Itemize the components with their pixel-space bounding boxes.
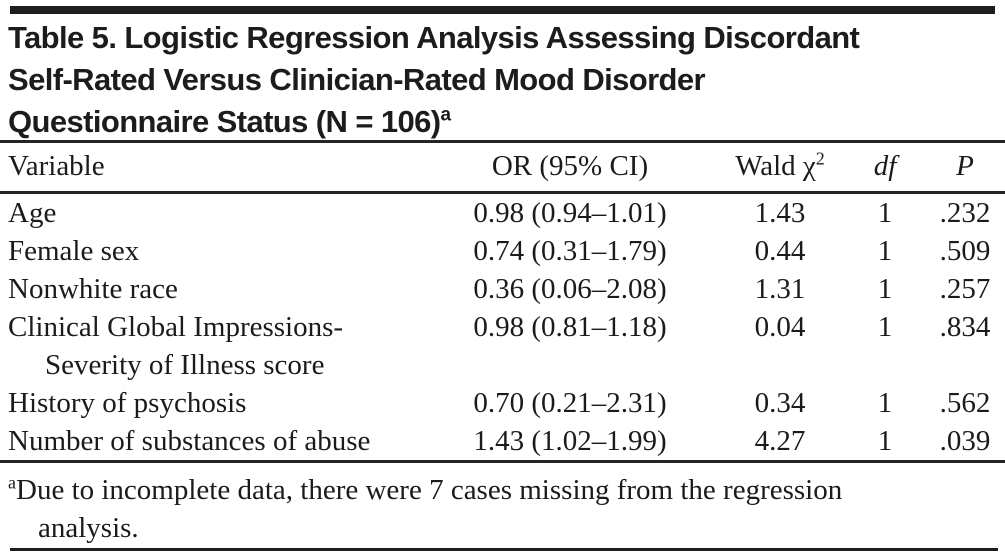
table-row-history-psychosis: History of psychosis 0.70 (0.21–2.31) 0.… bbox=[0, 384, 1005, 422]
cell-p: .039 bbox=[939, 425, 991, 457]
footnote-text-line1: Due to incomplete data, there were 7 cas… bbox=[16, 474, 843, 506]
cell-wald: 0.34 bbox=[754, 387, 806, 419]
variable-line2: Severity of Illness score bbox=[45, 349, 325, 381]
cell-df: 1 bbox=[877, 311, 893, 343]
cell-variable: Nonwhite race bbox=[8, 273, 178, 305]
variable-line1: Clinical Global Impressions- bbox=[8, 311, 344, 343]
footnote-line2: analysis. bbox=[38, 512, 139, 544]
table-row-nonwhite-race: Nonwhite race 0.36 (0.06–2.08) 1.31 1 .2… bbox=[0, 270, 1005, 308]
cell-or-ci: 1.43 (1.02–1.99) bbox=[473, 425, 667, 457]
cell-wald: 1.31 bbox=[754, 273, 806, 305]
footnote-line1: aDue to incomplete data, there were 7 ca… bbox=[8, 471, 842, 509]
cell-wald: 0.04 bbox=[754, 311, 806, 343]
col-header-wald-chi2: Wald χ2 bbox=[715, 142, 845, 193]
col-header-variable: Variable bbox=[8, 150, 105, 182]
cell-variable: Number of substances of abuse bbox=[8, 425, 371, 457]
bottom-rule bbox=[10, 548, 998, 551]
cell-variable: History of psychosis bbox=[8, 387, 247, 419]
wald-chi-exponent: 2 bbox=[815, 148, 825, 169]
cell-df: 1 bbox=[877, 197, 893, 229]
cell-wald: 0.44 bbox=[754, 235, 806, 267]
table-row-female-sex: Female sex 0.74 (0.31–1.79) 0.44 1 .509 bbox=[0, 232, 1005, 270]
col-header-or-ci: OR (95% CI) bbox=[491, 150, 649, 182]
header-row: Variable OR (95% CI) Wald χ2 df P bbox=[0, 142, 1005, 193]
cell-df: 1 bbox=[877, 235, 893, 267]
col-header-df: df bbox=[873, 150, 897, 182]
cell-p: .509 bbox=[939, 235, 991, 267]
footnote-marker: a bbox=[8, 472, 16, 493]
cell-df: 1 bbox=[877, 387, 893, 419]
cell-variable: Age bbox=[8, 197, 57, 229]
wald-chi-label: Wald χ bbox=[735, 150, 816, 182]
cell-variable: Clinical Global Impressions- Severity of… bbox=[0, 308, 425, 384]
table-row-age: Age 0.98 (0.94–1.01) 1.43 1 .232 bbox=[0, 193, 1005, 233]
table-title-line2: Self-Rated Versus Clinician-Rated Mood D… bbox=[8, 62, 706, 97]
cell-or-ci: 0.36 (0.06–2.08) bbox=[473, 273, 667, 305]
cell-wald: 1.43 bbox=[754, 197, 806, 229]
cell-p: .562 bbox=[939, 387, 991, 419]
table-row-substances-abuse: Number of substances of abuse 1.43 (1.02… bbox=[0, 422, 1005, 462]
cell-or-ci: 0.98 (0.81–1.18) bbox=[473, 311, 667, 343]
table-footnote: aDue to incomplete data, there were 7 ca… bbox=[8, 471, 842, 547]
table-row-cgi-severity: Clinical Global Impressions- Severity of… bbox=[0, 308, 1005, 384]
cell-df: 1 bbox=[877, 425, 893, 457]
cell-or-ci: 0.74 (0.31–1.79) bbox=[473, 235, 667, 267]
cell-p: .257 bbox=[939, 273, 991, 305]
cell-p: .834 bbox=[939, 311, 991, 343]
table-title: Table 5. Logistic Regression Analysis As… bbox=[8, 17, 860, 143]
cell-variable: Female sex bbox=[8, 235, 140, 267]
cell-or-ci: 0.98 (0.94–1.01) bbox=[473, 197, 667, 229]
table-title-line3-text: Questionnaire Status (N = 106) bbox=[8, 104, 441, 139]
cell-df: 1 bbox=[877, 273, 893, 305]
regression-table: Variable OR (95% CI) Wald χ2 df P Age 0.… bbox=[0, 140, 1005, 463]
title-footnote-marker: a bbox=[440, 104, 451, 126]
top-rule bbox=[10, 6, 995, 14]
table-title-line1: Table 5. Logistic Regression Analysis As… bbox=[8, 20, 860, 55]
cell-or-ci: 0.70 (0.21–2.31) bbox=[473, 387, 667, 419]
col-header-p: P bbox=[956, 150, 974, 182]
cell-p: .232 bbox=[939, 197, 991, 229]
table-title-line3: Questionnaire Status (N = 106)a bbox=[8, 101, 859, 143]
cell-wald: 4.27 bbox=[754, 425, 806, 457]
